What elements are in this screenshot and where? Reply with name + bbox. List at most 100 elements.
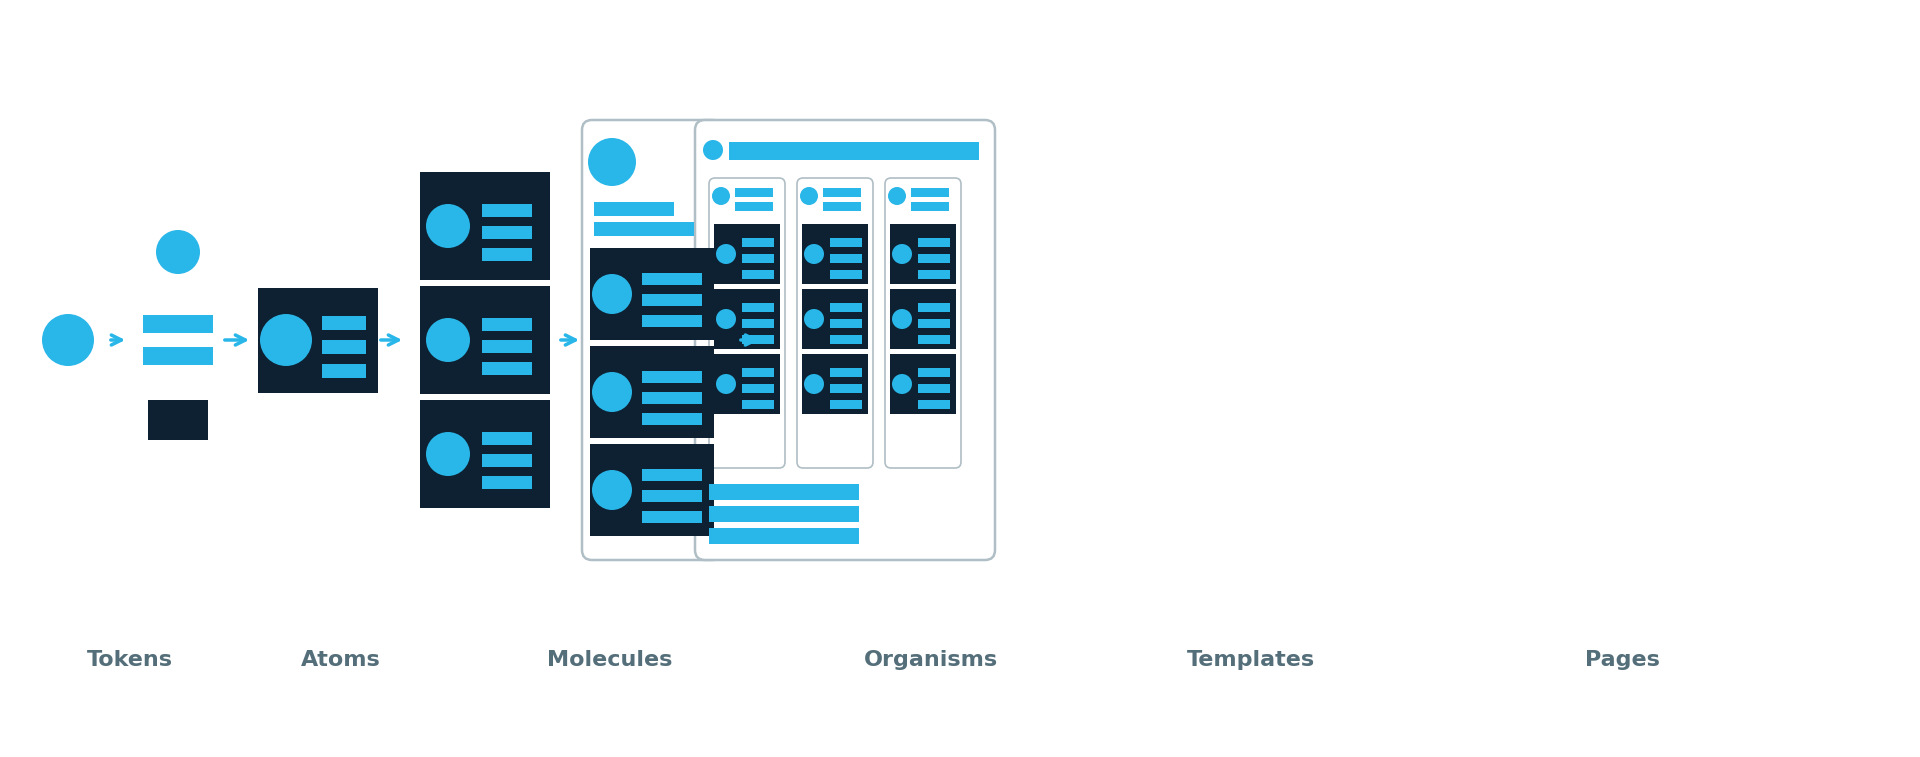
Ellipse shape — [893, 244, 912, 264]
Ellipse shape — [703, 140, 724, 160]
FancyBboxPatch shape — [824, 202, 860, 211]
FancyBboxPatch shape — [708, 506, 858, 522]
Ellipse shape — [887, 187, 906, 205]
FancyBboxPatch shape — [741, 303, 774, 312]
FancyBboxPatch shape — [741, 238, 774, 247]
Ellipse shape — [801, 187, 818, 205]
FancyBboxPatch shape — [891, 224, 956, 284]
FancyBboxPatch shape — [829, 238, 862, 247]
FancyBboxPatch shape — [829, 254, 862, 263]
Ellipse shape — [893, 309, 912, 329]
FancyBboxPatch shape — [589, 248, 714, 340]
FancyBboxPatch shape — [708, 484, 858, 500]
FancyBboxPatch shape — [420, 172, 549, 280]
FancyBboxPatch shape — [420, 400, 549, 508]
FancyBboxPatch shape — [589, 346, 714, 438]
FancyBboxPatch shape — [482, 204, 532, 217]
FancyBboxPatch shape — [829, 384, 862, 393]
Text: Pages: Pages — [1584, 650, 1659, 670]
FancyBboxPatch shape — [641, 469, 703, 481]
FancyBboxPatch shape — [741, 254, 774, 263]
FancyBboxPatch shape — [582, 120, 722, 560]
FancyBboxPatch shape — [829, 335, 862, 344]
FancyBboxPatch shape — [918, 335, 950, 344]
FancyBboxPatch shape — [482, 476, 532, 489]
Ellipse shape — [804, 374, 824, 394]
FancyBboxPatch shape — [735, 202, 774, 211]
FancyBboxPatch shape — [641, 294, 703, 306]
FancyBboxPatch shape — [918, 384, 950, 393]
FancyBboxPatch shape — [803, 224, 868, 284]
FancyBboxPatch shape — [482, 248, 532, 261]
FancyBboxPatch shape — [323, 340, 367, 354]
FancyBboxPatch shape — [797, 178, 874, 468]
FancyBboxPatch shape — [918, 303, 950, 312]
FancyBboxPatch shape — [142, 347, 213, 365]
FancyBboxPatch shape — [714, 354, 780, 414]
FancyBboxPatch shape — [730, 142, 979, 160]
FancyBboxPatch shape — [641, 511, 703, 523]
FancyBboxPatch shape — [741, 270, 774, 279]
FancyBboxPatch shape — [482, 340, 532, 353]
FancyBboxPatch shape — [482, 432, 532, 445]
FancyBboxPatch shape — [323, 364, 367, 378]
Ellipse shape — [591, 470, 632, 510]
FancyBboxPatch shape — [910, 188, 948, 197]
Ellipse shape — [804, 244, 824, 264]
FancyBboxPatch shape — [482, 318, 532, 331]
Text: Atoms: Atoms — [301, 650, 380, 670]
FancyBboxPatch shape — [142, 315, 213, 333]
FancyBboxPatch shape — [891, 354, 956, 414]
FancyBboxPatch shape — [641, 392, 703, 404]
FancyBboxPatch shape — [714, 289, 780, 349]
Ellipse shape — [716, 244, 735, 264]
FancyBboxPatch shape — [918, 319, 950, 328]
FancyBboxPatch shape — [589, 444, 714, 536]
FancyBboxPatch shape — [593, 222, 693, 236]
FancyBboxPatch shape — [829, 270, 862, 279]
FancyBboxPatch shape — [741, 335, 774, 344]
Text: Molecules: Molecules — [547, 650, 672, 670]
FancyBboxPatch shape — [641, 273, 703, 285]
FancyBboxPatch shape — [482, 226, 532, 239]
FancyBboxPatch shape — [323, 316, 367, 330]
FancyBboxPatch shape — [910, 202, 948, 211]
Text: Templates: Templates — [1187, 650, 1315, 670]
Ellipse shape — [591, 274, 632, 314]
FancyBboxPatch shape — [420, 286, 549, 394]
FancyBboxPatch shape — [824, 188, 860, 197]
FancyBboxPatch shape — [257, 288, 378, 393]
FancyBboxPatch shape — [741, 384, 774, 393]
Text: Organisms: Organisms — [864, 650, 998, 670]
FancyBboxPatch shape — [891, 289, 956, 349]
Ellipse shape — [893, 374, 912, 394]
FancyBboxPatch shape — [641, 315, 703, 327]
Ellipse shape — [42, 314, 94, 366]
Ellipse shape — [588, 138, 636, 186]
FancyBboxPatch shape — [482, 362, 532, 375]
FancyBboxPatch shape — [741, 368, 774, 377]
FancyBboxPatch shape — [708, 528, 858, 544]
FancyBboxPatch shape — [829, 368, 862, 377]
Ellipse shape — [259, 314, 311, 366]
Ellipse shape — [426, 204, 470, 248]
Ellipse shape — [716, 374, 735, 394]
FancyBboxPatch shape — [885, 178, 962, 468]
Ellipse shape — [804, 309, 824, 329]
Ellipse shape — [426, 432, 470, 476]
FancyBboxPatch shape — [641, 371, 703, 383]
FancyBboxPatch shape — [918, 400, 950, 409]
FancyBboxPatch shape — [918, 270, 950, 279]
Ellipse shape — [712, 187, 730, 205]
Text: Tokens: Tokens — [86, 650, 173, 670]
FancyBboxPatch shape — [829, 400, 862, 409]
Ellipse shape — [426, 318, 470, 362]
FancyBboxPatch shape — [148, 400, 207, 440]
FancyBboxPatch shape — [803, 289, 868, 349]
FancyBboxPatch shape — [714, 224, 780, 284]
FancyBboxPatch shape — [918, 254, 950, 263]
Ellipse shape — [156, 230, 200, 274]
FancyBboxPatch shape — [695, 120, 995, 560]
Ellipse shape — [716, 309, 735, 329]
FancyBboxPatch shape — [741, 400, 774, 409]
